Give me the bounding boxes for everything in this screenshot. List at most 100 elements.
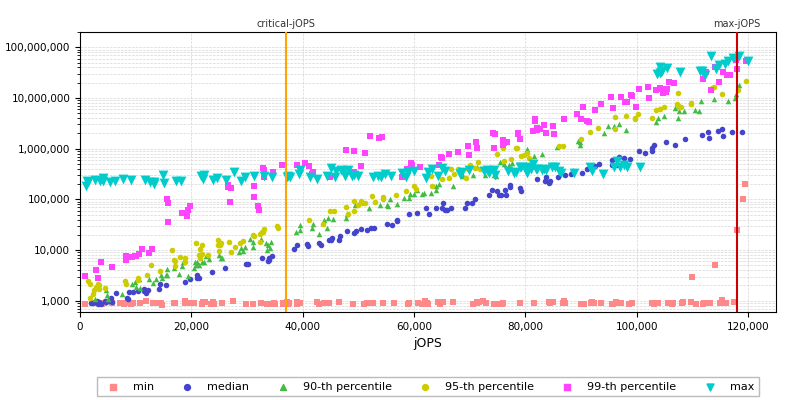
Point <box>605 94 618 100</box>
Point <box>426 183 438 189</box>
Point <box>668 142 681 148</box>
Point <box>405 160 418 166</box>
Point <box>487 167 500 174</box>
Point <box>714 300 726 306</box>
Point <box>268 300 281 306</box>
Point <box>261 300 274 307</box>
Point <box>197 172 210 178</box>
Point <box>82 278 95 284</box>
Point <box>593 161 606 168</box>
Point <box>254 300 267 306</box>
Point <box>146 279 159 286</box>
Point <box>436 155 449 162</box>
Point <box>689 106 702 113</box>
Point <box>162 219 174 226</box>
Point <box>456 171 469 178</box>
Point <box>385 172 398 179</box>
Point <box>246 300 259 307</box>
Point <box>190 240 202 246</box>
Point <box>372 172 385 179</box>
Point <box>610 162 623 168</box>
Point <box>437 200 450 206</box>
Point <box>119 281 132 288</box>
Point <box>225 249 238 255</box>
Point <box>254 236 267 242</box>
Point <box>586 168 598 174</box>
Point <box>527 300 540 306</box>
Point <box>497 300 510 306</box>
Point <box>121 295 134 302</box>
Point <box>146 246 159 253</box>
Point <box>418 190 430 196</box>
Point <box>248 194 261 200</box>
Point <box>740 78 753 84</box>
Point <box>521 168 534 174</box>
Point <box>152 300 165 306</box>
Point <box>197 299 210 305</box>
Point <box>233 249 246 255</box>
Point <box>189 259 202 265</box>
Point <box>247 172 260 179</box>
Point <box>194 246 206 252</box>
Point <box>225 185 238 191</box>
Point <box>395 174 408 180</box>
Point <box>407 168 420 174</box>
Point <box>498 140 510 146</box>
Point <box>716 126 729 132</box>
Point <box>595 101 608 107</box>
Point <box>438 207 451 213</box>
Point <box>419 204 432 211</box>
Point <box>102 297 114 304</box>
Point <box>302 163 315 170</box>
Point <box>721 72 734 78</box>
Point <box>425 173 438 179</box>
Point <box>366 300 379 306</box>
Point <box>126 300 139 306</box>
Point <box>143 250 156 256</box>
Point <box>379 170 392 177</box>
Point <box>523 154 536 161</box>
Point <box>193 275 206 281</box>
Point <box>651 300 664 306</box>
Point <box>192 252 205 258</box>
Point <box>351 173 364 179</box>
Point <box>240 261 253 267</box>
Point <box>530 176 543 182</box>
Point <box>263 255 276 262</box>
Point <box>416 191 429 198</box>
Point <box>298 160 311 166</box>
Point <box>258 226 270 232</box>
Point <box>695 132 708 139</box>
Point <box>318 217 330 224</box>
Point <box>205 301 218 307</box>
Point <box>731 87 744 93</box>
Point <box>575 170 588 176</box>
Point <box>156 302 169 308</box>
Point <box>693 108 706 114</box>
Point <box>366 193 378 199</box>
Point <box>464 162 477 169</box>
Point <box>402 300 415 306</box>
Point <box>372 134 385 141</box>
Point <box>207 301 220 308</box>
Point <box>326 216 339 222</box>
Point <box>425 190 438 197</box>
Point <box>224 198 237 205</box>
Point <box>275 162 288 168</box>
Point <box>535 151 548 157</box>
Point <box>660 89 673 96</box>
Point <box>539 167 552 173</box>
Point <box>673 102 686 108</box>
Point <box>700 68 713 75</box>
Point <box>402 211 415 217</box>
Point <box>102 296 114 302</box>
Point <box>502 162 515 168</box>
Point <box>518 152 530 158</box>
Point <box>510 169 522 175</box>
Point <box>359 150 372 156</box>
Point <box>473 299 486 306</box>
Point <box>589 107 602 114</box>
Point <box>300 241 313 247</box>
Point <box>351 202 364 208</box>
Point <box>672 115 685 121</box>
